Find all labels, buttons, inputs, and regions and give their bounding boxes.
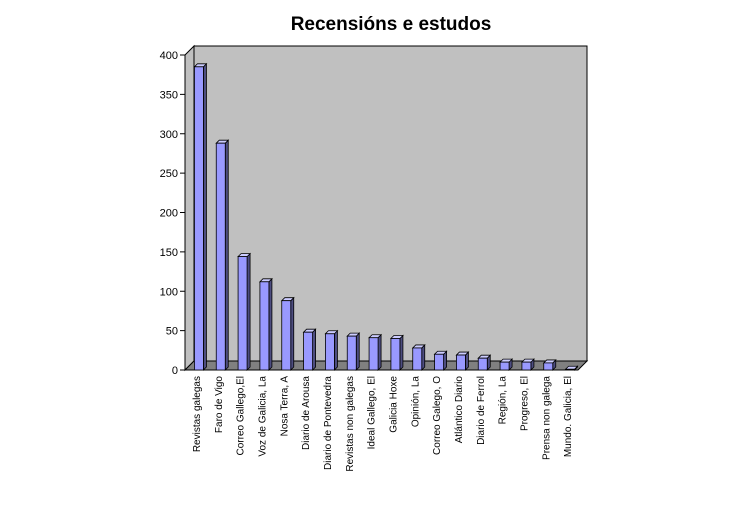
bar — [411, 343, 426, 371]
x-tick-label: Opinión, La — [410, 376, 421, 428]
x-tick-label: Voz de Galicia, La — [257, 376, 268, 457]
bar-front — [543, 362, 554, 371]
bar-front — [565, 368, 575, 371]
x-tick-label: Región, La — [498, 376, 509, 425]
bar-front — [390, 338, 401, 371]
bar-front — [499, 361, 510, 371]
bar — [280, 296, 295, 371]
y-tick-label: 400 — [160, 50, 178, 62]
bar-side — [399, 334, 404, 371]
side-wall — [184, 44, 195, 372]
bar-side — [377, 333, 382, 371]
bar-side — [268, 277, 273, 371]
bar — [237, 252, 252, 371]
bar-front — [521, 361, 532, 371]
x-tick-label: Nosa Terra, A — [279, 376, 290, 437]
y-tick-label: 100 — [160, 286, 178, 298]
x-tick-label: Diario de Pontevedra — [323, 376, 334, 470]
x-tick-label: Galicia Hoxe — [388, 376, 399, 433]
bars — [193, 62, 579, 371]
bar — [302, 328, 317, 371]
y-tick-label: 350 — [160, 89, 178, 101]
x-tick-label: Mundo. Galicia, El — [563, 376, 574, 457]
bar — [389, 334, 404, 371]
x-tick-label: Diario de Arousa — [301, 376, 312, 450]
x-tick-label: Atlántico Diario — [454, 376, 465, 444]
bar-side — [246, 252, 251, 371]
bar-front — [303, 331, 313, 371]
bar-side — [421, 343, 426, 371]
bar — [215, 139, 230, 371]
bar-front — [412, 347, 423, 371]
bar-side — [290, 296, 295, 371]
bar — [455, 351, 470, 371]
y-axis: 0 50 100 150 200 250 300 350 400 — [160, 50, 186, 377]
bar-front — [259, 281, 270, 371]
bar-front — [325, 333, 335, 371]
bar-front — [237, 256, 248, 371]
bar-front — [194, 66, 204, 371]
bar-front — [477, 357, 488, 371]
bar — [324, 329, 339, 371]
x-tick-label: Prensa non galega — [541, 376, 552, 460]
x-tick-label: Ideal Gallego, El — [367, 376, 378, 449]
chart-title: Recensións e estudos — [290, 14, 492, 35]
x-tick-label: Diario de Ferrol — [476, 376, 487, 445]
x-tick-label: Progreso, El — [519, 376, 530, 431]
y-tick-label: 0 — [172, 365, 178, 377]
bar-side — [355, 332, 360, 371]
bar-side — [334, 329, 338, 371]
bar-front — [346, 335, 357, 371]
bar-front — [281, 300, 292, 371]
y-tick-label: 150 — [160, 247, 178, 259]
bar — [433, 350, 448, 371]
back-wall — [193, 45, 588, 362]
bar-side — [203, 62, 207, 371]
bar — [346, 332, 361, 371]
bar — [520, 358, 535, 371]
bar-front — [215, 142, 226, 371]
bar-front — [368, 337, 379, 371]
bar-front — [434, 353, 444, 371]
x-axis: Revistas galegas Faro de Vigo Correo Galle… — [192, 376, 574, 472]
x-tick-label: Faro de Vigo — [214, 376, 225, 434]
y-tick-label: 250 — [160, 168, 178, 180]
bar-side — [312, 328, 316, 371]
y-tick-label: 200 — [160, 208, 178, 220]
bar — [564, 365, 579, 371]
bar — [193, 62, 208, 371]
x-tick-label: Correo Galego, O — [432, 376, 443, 455]
bar — [258, 277, 273, 371]
x-tick-label: Revistas non galegas — [345, 376, 356, 472]
bar — [368, 333, 383, 371]
bar-side — [224, 139, 229, 371]
y-tick-label: 50 — [166, 326, 178, 338]
x-tick-label: Correo Gallego,El — [236, 376, 247, 455]
bar-front — [456, 354, 466, 371]
bar — [477, 354, 492, 371]
y-tick-label: 300 — [160, 129, 178, 141]
bar — [499, 358, 514, 371]
x-tick-label: Revistas galegas — [192, 376, 203, 452]
bar — [542, 358, 557, 371]
